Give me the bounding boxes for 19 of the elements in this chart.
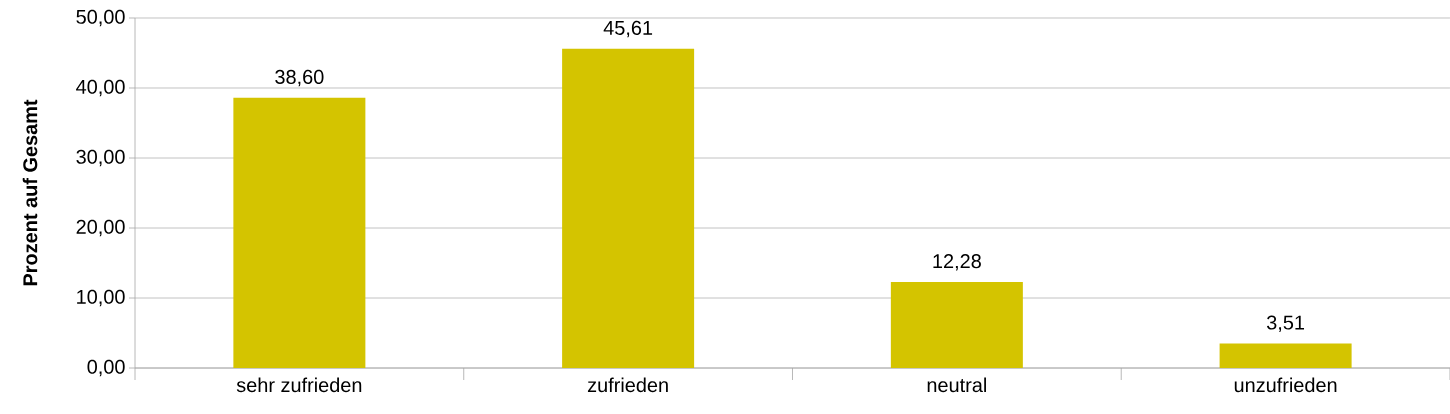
bar — [1219, 343, 1352, 368]
y-tick-label: 50,00 — [76, 9, 125, 27]
data-label: 38,60 — [275, 69, 324, 87]
x-tick-label: sehr zufrieden — [236, 377, 362, 393]
y-tick-label: 20,00 — [76, 219, 125, 237]
x-tick-label: neutral — [927, 377, 986, 393]
y-tick-label: 30,00 — [76, 149, 125, 167]
bar — [890, 282, 1023, 368]
bar — [233, 97, 366, 368]
x-tick-label: zufrieden — [587, 377, 668, 393]
data-label: 3,51 — [1266, 315, 1305, 332]
y-tick-label: 40,00 — [76, 79, 125, 97]
y-axis-title: Prozent auf Gesamt — [22, 99, 38, 286]
y-tick-label: 10,00 — [77, 289, 125, 307]
data-label: 45,61 — [603, 20, 653, 38]
x-tick-label: unzufrieden — [1234, 377, 1337, 393]
bar — [562, 48, 695, 368]
y-tick-label: 0,00 — [87, 359, 125, 377]
data-label: 12,28 — [933, 254, 981, 271]
